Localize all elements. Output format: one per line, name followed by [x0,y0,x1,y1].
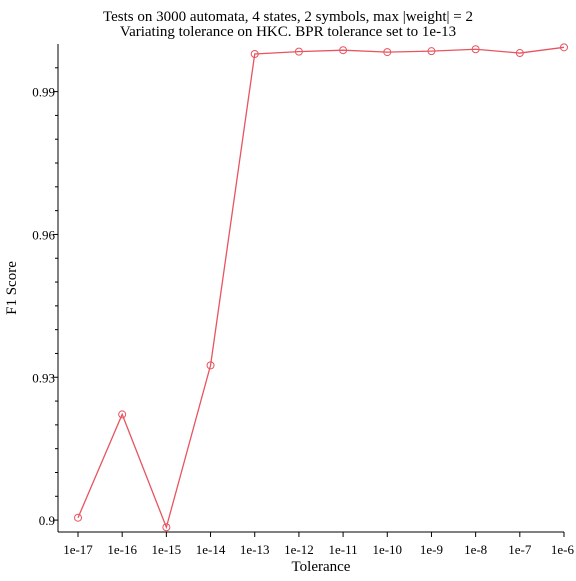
x-tick-label: 1e-13 [240,542,270,557]
chart-title: Tests on 3000 automata, 4 states, 2 symb… [103,9,473,25]
data-point [427,47,436,56]
x-tick-label: 1e-8 [464,542,487,557]
y-axis-label: F1 Score [4,261,20,315]
data-point [206,361,215,370]
y-tick-label: 0.9 [39,513,55,528]
y-tick-label: 0.99 [32,85,55,100]
data-point [560,43,568,52]
x-tick-label: 1e-7 [508,542,532,557]
data-point [250,49,259,58]
x-tick-label: 1e-10 [372,542,402,557]
x-tick-label: 1e-17 [63,542,93,557]
x-tick-label: 1e-11 [329,542,358,557]
x-tick-label: 1e-16 [107,542,137,557]
x-tick-label: 1e-6 [551,542,575,557]
y-tick-label: 0.93 [32,370,55,385]
y-tick-label: 0.96 [32,227,55,242]
data-point [339,46,348,55]
data-point [74,513,82,522]
data-point [515,49,524,58]
x-axis-ticks: 1e-17 1e-16 1e-15 1e-14 1e-13 1e-12 1e-11 1e-10… [63,532,574,557]
data-point [383,48,392,57]
series-line [77,46,565,530]
chart-subtitle: Variating tolerance on HKC. BPR toleranc… [120,24,456,40]
data-point [471,45,480,54]
data-point [294,47,303,56]
y-axis-ticks: 0.9 0.93 0.96 0.99 [32,67,58,528]
data-point [118,410,127,419]
data-point [162,523,171,532]
x-tick-label: 1e-12 [284,542,314,557]
x-axis-label: Tolerance [292,559,351,575]
plot-area [74,43,568,532]
x-tick-label: 1e-15 [152,542,182,557]
x-tick-label: 1e-14 [196,542,226,557]
x-tick-label: 1e-9 [420,542,443,557]
